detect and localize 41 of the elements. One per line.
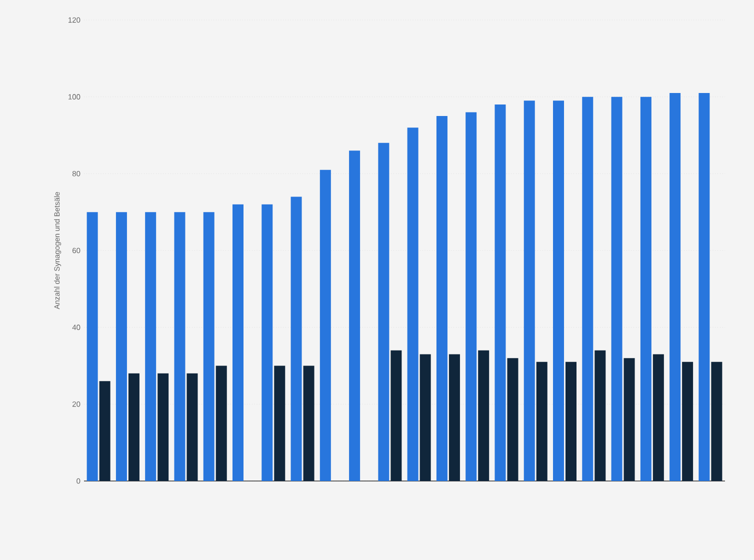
bar	[553, 100, 564, 481]
bar	[203, 212, 214, 481]
bar	[420, 354, 431, 481]
bar	[698, 92, 710, 481]
bar	[640, 96, 652, 481]
bar	[128, 373, 140, 481]
bar	[174, 212, 186, 481]
bar	[158, 373, 169, 481]
bar	[652, 354, 664, 481]
bar	[494, 104, 506, 481]
bar	[507, 358, 518, 481]
bar	[582, 96, 594, 481]
bar	[116, 212, 127, 481]
bar	[349, 150, 360, 481]
bar	[436, 116, 448, 481]
bar	[466, 112, 477, 481]
bar	[448, 354, 460, 481]
bar	[86, 212, 98, 481]
bar	[186, 373, 198, 481]
bar	[303, 366, 314, 481]
bar	[145, 212, 156, 481]
bar	[378, 142, 390, 481]
bar	[711, 362, 722, 481]
bar	[682, 362, 694, 481]
bar	[290, 196, 302, 481]
bar	[390, 350, 402, 481]
bar	[232, 204, 244, 481]
bar	[320, 170, 331, 481]
bar	[524, 100, 535, 481]
bar	[99, 381, 110, 481]
bar	[670, 92, 681, 481]
bar	[216, 366, 227, 481]
bar	[274, 366, 286, 481]
bar	[262, 204, 273, 481]
bar	[566, 362, 577, 481]
bar	[478, 350, 490, 481]
bar	[611, 96, 622, 481]
bar	[536, 362, 548, 481]
bar	[407, 128, 418, 481]
bar	[594, 350, 606, 481]
bar	[624, 358, 635, 481]
